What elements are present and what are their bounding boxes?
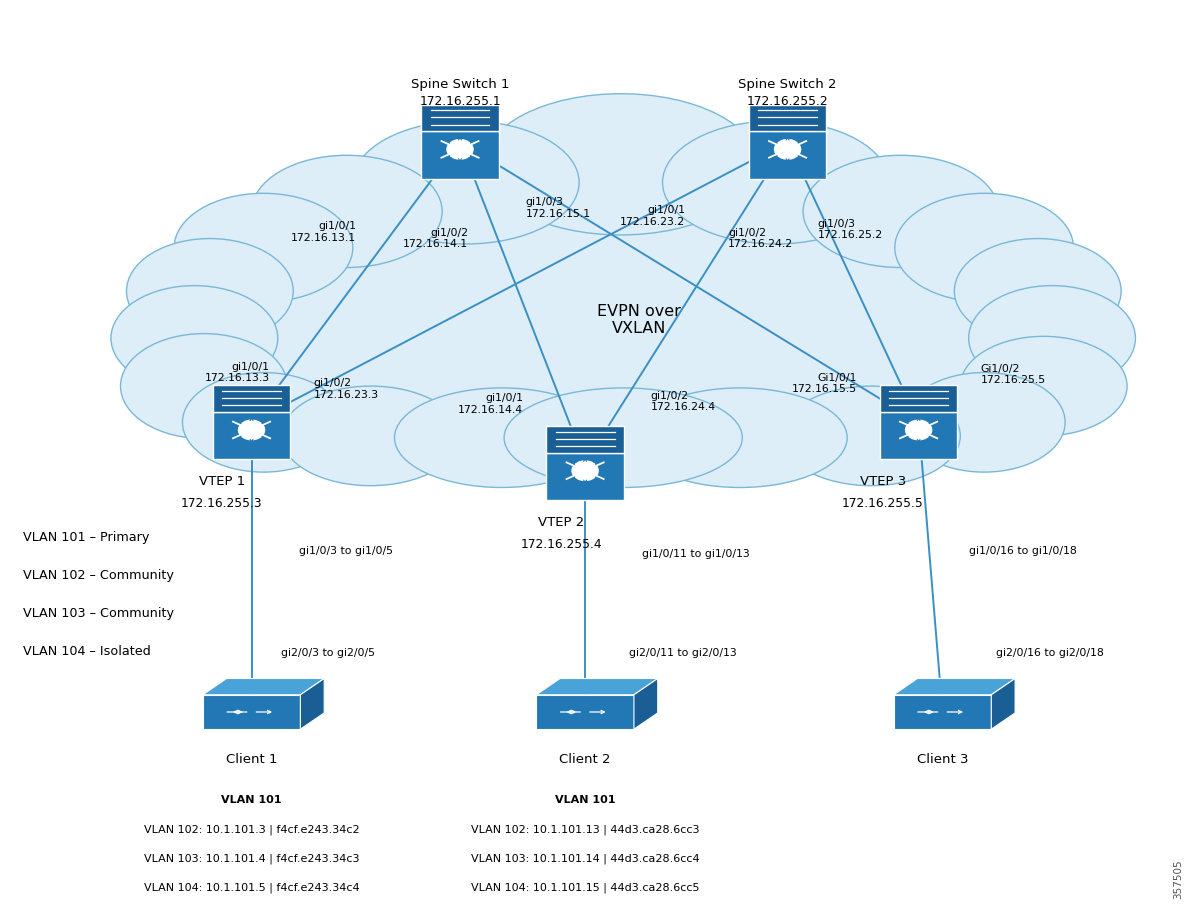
Text: gi1/0/2
172.16.24.2: gi1/0/2 172.16.24.2 xyxy=(728,228,793,250)
Text: VLAN 102: 10.1.101.13 | 44d3.ca28.6cc3: VLAN 102: 10.1.101.13 | 44d3.ca28.6cc3 xyxy=(470,824,700,834)
Ellipse shape xyxy=(111,286,278,390)
Polygon shape xyxy=(203,695,301,729)
Ellipse shape xyxy=(663,121,888,244)
Circle shape xyxy=(447,139,474,160)
Ellipse shape xyxy=(954,239,1121,343)
Polygon shape xyxy=(203,678,325,695)
Polygon shape xyxy=(893,678,1015,695)
Text: gi2/0/3 to gi2/0/5: gi2/0/3 to gi2/0/5 xyxy=(282,648,375,658)
Circle shape xyxy=(572,460,599,481)
Ellipse shape xyxy=(352,121,579,244)
Text: 172.16.255.2: 172.16.255.2 xyxy=(746,95,829,108)
Text: gi1/0/3 to gi1/0/5: gi1/0/3 to gi1/0/5 xyxy=(300,546,393,556)
Text: VTEP 3: VTEP 3 xyxy=(860,475,906,488)
Ellipse shape xyxy=(183,372,344,472)
Ellipse shape xyxy=(252,155,442,268)
Text: VLAN 104: 10.1.101.15 | 44d3.ca28.6cc5: VLAN 104: 10.1.101.15 | 44d3.ca28.6cc5 xyxy=(470,883,700,893)
Ellipse shape xyxy=(960,336,1127,436)
Text: gi1/0/2
172.16.14.1: gi1/0/2 172.16.14.1 xyxy=(404,228,468,250)
Text: gi1/0/2
172.16.23.3: gi1/0/2 172.16.23.3 xyxy=(314,378,378,400)
Polygon shape xyxy=(893,695,991,729)
Text: 172.16.255.3: 172.16.255.3 xyxy=(181,498,263,510)
Text: gi2/0/16 to gi2/0/18: gi2/0/16 to gi2/0/18 xyxy=(996,648,1103,658)
Text: gi1/0/1
172.16.13.1: gi1/0/1 172.16.13.1 xyxy=(291,222,356,243)
Text: Client 1: Client 1 xyxy=(226,753,277,765)
Text: gi1/0/3
172.16.15.1: gi1/0/3 172.16.15.1 xyxy=(525,197,591,219)
Text: VLAN 103: 10.1.101.14 | 44d3.ca28.6cc4: VLAN 103: 10.1.101.14 | 44d3.ca28.6cc4 xyxy=(470,854,700,864)
Ellipse shape xyxy=(561,171,1026,433)
Text: gi2/0/11 to gi2/0/13: gi2/0/11 to gi2/0/13 xyxy=(629,648,737,658)
Text: gi1/0/16 to gi1/0/18: gi1/0/16 to gi1/0/18 xyxy=(968,546,1077,556)
Text: gi1/0/1
172.16.23.2: gi1/0/1 172.16.23.2 xyxy=(620,205,685,227)
Ellipse shape xyxy=(894,193,1073,302)
Ellipse shape xyxy=(484,94,758,235)
Ellipse shape xyxy=(903,372,1065,472)
Ellipse shape xyxy=(282,386,460,486)
Polygon shape xyxy=(301,678,325,729)
Text: VLAN 102: 10.1.101.3 | f4cf.e243.34c2: VLAN 102: 10.1.101.3 | f4cf.e243.34c2 xyxy=(143,824,359,834)
Text: VLAN 101 – Primary: VLAN 101 – Primary xyxy=(23,531,149,544)
Text: 172.16.255.4: 172.16.255.4 xyxy=(521,538,602,551)
Text: gi1/0/11 to gi1/0/13: gi1/0/11 to gi1/0/13 xyxy=(642,548,750,558)
Ellipse shape xyxy=(394,388,609,488)
Polygon shape xyxy=(634,678,658,729)
FancyBboxPatch shape xyxy=(421,132,499,179)
Text: Client 2: Client 2 xyxy=(559,753,611,765)
Text: gi1/0/1
172.16.14.4: gi1/0/1 172.16.14.4 xyxy=(458,393,523,415)
FancyBboxPatch shape xyxy=(749,132,826,179)
FancyBboxPatch shape xyxy=(880,385,958,412)
Text: Gi1/0/1
172.16.15.5: Gi1/0/1 172.16.15.5 xyxy=(792,372,856,394)
Text: VLAN 103 – Community: VLAN 103 – Community xyxy=(23,607,174,620)
Text: Client 3: Client 3 xyxy=(917,753,968,765)
Text: VLAN 101: VLAN 101 xyxy=(221,795,282,805)
Ellipse shape xyxy=(968,286,1135,390)
Ellipse shape xyxy=(504,388,743,488)
Text: 172.16.255.5: 172.16.255.5 xyxy=(842,498,924,510)
Polygon shape xyxy=(536,678,658,695)
Text: VLAN 102 – Community: VLAN 102 – Community xyxy=(23,569,173,582)
FancyBboxPatch shape xyxy=(749,104,826,132)
Text: gi1/0/3
172.16.25.2: gi1/0/3 172.16.25.2 xyxy=(818,219,882,241)
Polygon shape xyxy=(991,678,1015,729)
Polygon shape xyxy=(536,695,634,729)
FancyBboxPatch shape xyxy=(880,412,958,459)
FancyBboxPatch shape xyxy=(547,453,623,500)
Ellipse shape xyxy=(174,193,352,302)
Text: VLAN 104: 10.1.101.5 | f4cf.e243.34c4: VLAN 104: 10.1.101.5 | f4cf.e243.34c4 xyxy=(143,883,359,893)
Text: VLAN 104 – Isolated: VLAN 104 – Isolated xyxy=(23,645,150,658)
Ellipse shape xyxy=(633,388,848,488)
Ellipse shape xyxy=(222,171,687,433)
Text: 357505: 357505 xyxy=(1173,860,1183,899)
Ellipse shape xyxy=(219,151,1028,431)
Text: Spine Switch 1: Spine Switch 1 xyxy=(411,78,510,91)
Circle shape xyxy=(905,419,933,440)
Text: gi1/0/2
172.16.24.4: gi1/0/2 172.16.24.4 xyxy=(651,390,715,412)
Ellipse shape xyxy=(127,239,294,343)
Ellipse shape xyxy=(121,333,288,439)
Text: gi1/0/1
172.16.13.3: gi1/0/1 172.16.13.3 xyxy=(204,361,270,383)
FancyBboxPatch shape xyxy=(421,104,499,132)
Ellipse shape xyxy=(746,202,1055,438)
Text: 172.16.255.1: 172.16.255.1 xyxy=(419,95,500,108)
Text: VTEP 1: VTEP 1 xyxy=(198,475,245,488)
Text: EVPN over
VXLAN: EVPN over VXLAN xyxy=(597,304,681,336)
Ellipse shape xyxy=(782,386,960,486)
Text: Gi1/0/2
172.16.25.5: Gi1/0/2 172.16.25.5 xyxy=(980,363,1046,385)
FancyBboxPatch shape xyxy=(213,385,290,412)
Text: VLAN 103: 10.1.101.4 | f4cf.e243.34c3: VLAN 103: 10.1.101.4 | f4cf.e243.34c3 xyxy=(143,854,359,864)
Text: VLAN 101: VLAN 101 xyxy=(555,795,615,805)
FancyBboxPatch shape xyxy=(547,426,623,453)
FancyBboxPatch shape xyxy=(213,412,290,459)
Circle shape xyxy=(774,139,801,160)
Ellipse shape xyxy=(192,202,501,438)
Text: Spine Switch 2: Spine Switch 2 xyxy=(738,78,837,91)
Circle shape xyxy=(238,419,265,440)
Ellipse shape xyxy=(804,155,998,268)
Text: VTEP 2: VTEP 2 xyxy=(538,516,584,528)
